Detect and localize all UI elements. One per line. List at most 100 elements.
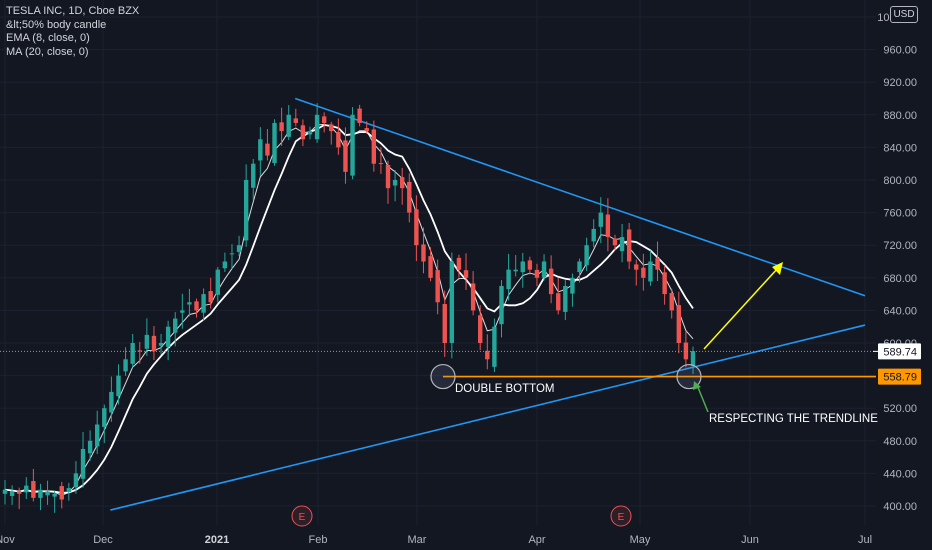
candle-down [463, 270, 469, 278]
candle-down [343, 140, 348, 172]
x-tick-label: May [630, 534, 651, 546]
x-tick-label: Dec [93, 534, 113, 546]
candle-down [151, 335, 157, 352]
candle-down [300, 125, 306, 140]
legend-title[interactable]: TESLA INC, 1D, Cboe BZX [6, 5, 140, 17]
candle-down [265, 143, 270, 156]
candle-up [492, 326, 497, 367]
legend-indicator-ma[interactable]: MA (20, close, 0) [6, 45, 89, 58]
green-arrow-head [693, 381, 701, 390]
candle-up [584, 245, 589, 266]
x-tick-label: Jul [858, 534, 872, 546]
grid [0, 0, 876, 525]
candle-up [158, 343, 164, 346]
candle-up [2, 489, 8, 494]
candle-down [293, 118, 299, 123]
candle-up [52, 493, 57, 497]
candle-down [442, 304, 447, 343]
annotation-trendline: RESPECTING THE TRENDLINE [709, 413, 878, 425]
time-axis[interactable]: Nov Dec 2021 Feb Mar Apr May Jun Jul [0, 534, 872, 546]
candle-up [73, 473, 79, 488]
ma-line [4, 124, 694, 494]
last-price-value: 589.74 [883, 346, 917, 358]
y-tick-label: 840.00 [883, 142, 917, 154]
y-tick-label: 920.00 [883, 77, 917, 89]
candle-down [634, 264, 639, 270]
legend-indicator-candle[interactable]: &lt;50% body candle [6, 18, 107, 31]
candle-down [456, 257, 462, 270]
candle-down [16, 491, 22, 494]
legend-indicator-ema[interactable]: EMA (8, close, 0) [6, 32, 90, 44]
support-price-value: 558.79 [883, 372, 917, 384]
candle-up [307, 131, 313, 135]
trendline-upper [294, 97, 866, 297]
candle-up [87, 440, 93, 454]
candle-down [414, 209, 419, 246]
candle-up [513, 269, 518, 272]
candle-down [605, 214, 611, 238]
candle-down [612, 238, 618, 246]
y-tick-label: 880.00 [883, 110, 917, 122]
candle-down [329, 124, 334, 132]
y-tick-label: 800.00 [883, 175, 917, 187]
price-axis[interactable]: 400.00440.00480.00520.00560.00600.00640.… [873, 12, 921, 513]
candle-up [130, 343, 135, 364]
candle-down [378, 163, 384, 165]
candlesticks [2, 103, 696, 513]
candle-up [506, 269, 511, 290]
candle-up [24, 485, 29, 493]
candle-down [336, 131, 341, 148]
x-tick-label: Mar [408, 534, 427, 546]
candle-up [563, 285, 568, 312]
candle-down [399, 177, 405, 189]
candle-up [165, 326, 171, 347]
earnings-marker-label: E [299, 512, 306, 523]
candle-up [187, 302, 192, 305]
candle-up [95, 424, 100, 447]
x-tick-label: Apr [528, 534, 545, 546]
candle-up [314, 114, 320, 140]
candle-down [137, 350, 142, 352]
candle-up [272, 122, 277, 164]
x-tick-label: Feb [309, 534, 328, 546]
candle-down [655, 258, 660, 270]
candle-up [80, 448, 86, 479]
earnings-marker [610, 505, 632, 527]
candle-down [485, 350, 490, 360]
candle-down [385, 164, 391, 189]
candle-up [520, 261, 525, 273]
candle-up [648, 261, 653, 282]
y-tick-label: 680.00 [883, 273, 917, 285]
candle-up [591, 228, 596, 242]
candle-up [392, 180, 398, 186]
candle-down [357, 108, 362, 123]
candle-up [690, 351, 696, 367]
candle-down [669, 293, 674, 311]
candle-down [626, 229, 632, 262]
candle-down [556, 293, 561, 311]
candle-up [258, 139, 263, 161]
chart-legend: TESLA INC, 1D, Cboe BZX &lt;50% body can… [6, 5, 139, 59]
x-tick-label: Nov [0, 534, 15, 546]
candle-up [144, 334, 150, 349]
candle-down [470, 283, 476, 311]
x-tick-label: Jun [741, 534, 759, 546]
candle-down [683, 342, 689, 360]
y-tick-label: 400.00 [883, 501, 917, 513]
green-arrow-line [696, 384, 709, 413]
candle-up [251, 163, 256, 188]
projection-arrow-line [703, 267, 779, 350]
candle-up [66, 488, 72, 493]
x-tick-label: 2021 [205, 534, 229, 546]
y-tick-label: 440.00 [883, 468, 917, 480]
candle-up [236, 245, 242, 252]
candle-up [286, 114, 291, 137]
earnings-marker [291, 505, 313, 527]
candle-up [541, 261, 547, 278]
candle-up [38, 489, 43, 498]
candle-up [229, 253, 235, 255]
candle-down [279, 122, 284, 132]
currency-button[interactable]: USD [890, 6, 918, 23]
candle-down [194, 301, 199, 311]
